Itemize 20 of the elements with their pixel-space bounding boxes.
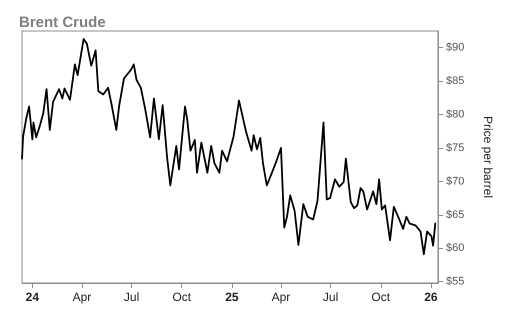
- y-tick-label: $90: [446, 42, 464, 54]
- line-series: [21, 38, 436, 256]
- y-tick-label: $55: [446, 276, 464, 288]
- x-tick-label: Oct: [371, 290, 391, 304]
- x-tick-label: Jul: [124, 290, 140, 304]
- x-tick-label: Apr: [72, 290, 92, 304]
- x-tick-label: 26: [424, 290, 438, 304]
- y-tick-label: $85: [446, 75, 464, 88]
- y-tick-label: $70: [446, 175, 464, 188]
- y-tick-label: $75: [446, 142, 464, 154]
- x-tick-label: 25: [225, 290, 239, 304]
- x-tick-label: Apr: [272, 290, 290, 304]
- x-tick-label: Jul: [322, 290, 338, 304]
- y-tick-label: $80: [446, 108, 464, 121]
- y-axis-title: Price per barrel: [481, 116, 495, 198]
- y-tick-label: $65: [446, 208, 464, 221]
- chart-title: Brent Crude: [19, 14, 106, 31]
- x-tick-label: Oct: [172, 290, 192, 304]
- x-tick-label: 24: [26, 290, 40, 304]
- y-tick-label: $60: [446, 242, 464, 254]
